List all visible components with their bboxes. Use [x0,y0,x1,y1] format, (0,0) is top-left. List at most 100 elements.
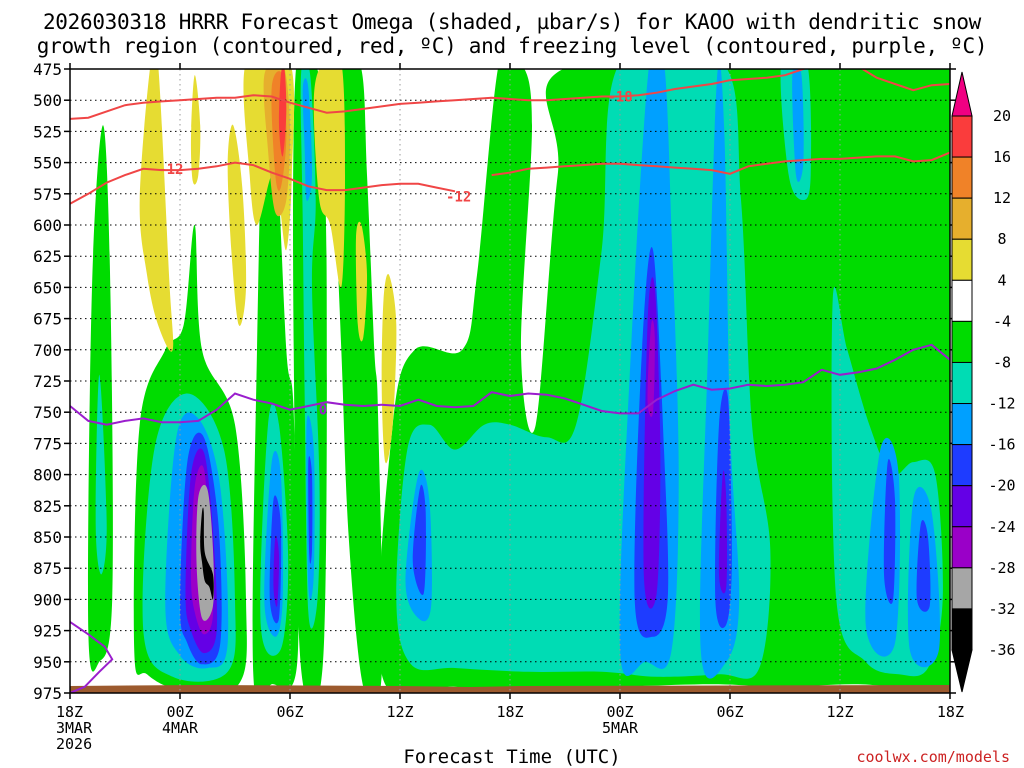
grid-lines [70,69,950,693]
xtick-label-1-0: 00Z [166,703,193,721]
colorbar-bottom-triangle [951,649,973,693]
omega-region-35 [916,520,931,612]
xtick-label-5-1: 5MAR [602,719,639,737]
omega-region-14 [273,535,280,607]
ytick-label-18: 925 [33,622,62,641]
ytick-label-4: 575 [33,185,62,204]
ytick-label-20: 975 [33,684,62,703]
xtick-label-1-1: 4MAR [162,719,199,737]
xtick-label-4-0: 18Z [496,703,523,721]
colorbar-box-10 [951,526,973,569]
omega-region-48 [278,69,287,157]
site-credit: coolwx.com/models [856,748,1010,766]
xtick-label-0-2: 2026 [56,735,92,753]
omega-region-43 [313,69,345,288]
xtick-label-0-1: 3MAR [56,719,93,737]
omega-shading [87,69,950,693]
chart-title: 2026030318 HRRR Forecast Omega (shaded, … [0,10,1024,58]
x-axis-label: Forecast Time (UTC) [403,746,621,768]
omega-region-38 [647,320,655,417]
omega-region-28 [792,69,804,182]
ytick-label-17: 900 [33,590,62,609]
colorbar-box-0 [951,115,973,158]
colorbar-label-6: -8 [993,353,1011,371]
ytick-label-15: 850 [33,528,62,547]
colorbar-box-11 [951,567,973,610]
dgz-label-1: -12 [158,162,183,178]
colorbar-box-9 [951,485,973,528]
ytick-label-12: 775 [33,434,62,453]
contour-lines: -18 -12 -12 0 [70,69,950,693]
colorbar-label-9: -20 [988,477,1015,495]
omega-region-40 [190,75,201,185]
colorbar-box-8 [951,444,973,487]
xtick-label-8-0: 18Z [937,703,964,721]
colorbar-label-4: 4 [997,271,1006,289]
colorbar-label-8: -16 [988,436,1015,454]
ytick-label-5: 600 [33,216,62,235]
dgz-label-2: -12 [446,189,471,205]
xtick-label-7-0: 12Z [826,703,853,721]
freezing-contour-1 [70,621,114,693]
colorbar-box-5 [951,320,973,363]
omega-region-44 [355,221,368,342]
colorbar-label-13: -36 [988,641,1015,659]
ytick-label-19: 950 [33,653,62,672]
colorbar-label-11: -28 [988,559,1015,577]
ytick-label-7: 650 [33,278,62,297]
ytick-label-2: 525 [33,122,62,141]
ytick-label-16: 875 [33,559,62,578]
colorbar-label-7: -12 [988,395,1015,413]
colorbar-label-1: 16 [993,148,1011,166]
ytick-label-14: 825 [33,497,62,516]
colorbar-label-12: -32 [988,600,1015,618]
ytick-label-10: 725 [33,372,62,391]
dgz-contour-2 [491,151,950,177]
omega-region-16 [300,69,320,629]
ytick-label-6: 625 [33,247,62,266]
title-line-2: growth region (contoured, red, ºC) and f… [36,34,988,58]
colorbar-label-5: -4 [993,312,1011,330]
xtick-label-0-0: 18Z [56,703,83,721]
colorbar-box-6 [951,361,973,405]
colorbar-top-triangle [951,71,973,117]
freezing-contour-0 [70,343,950,426]
omega-region-45 [381,274,397,464]
dgz-label-0: -18 [607,89,632,105]
dgz-contour-0 [70,69,950,120]
xtick-label-3-0: 12Z [386,703,413,721]
omega-region-41 [227,124,247,326]
omega-region-34 [883,458,896,604]
omega-region-39 [139,69,174,352]
ytick-label-0: 475 [33,60,62,79]
ytick-label-13: 800 [33,466,62,485]
xtick-label-6-0: 06Z [716,703,743,721]
title-line-1: 2026030318 HRRR Forecast Omega (shaded, … [42,10,982,34]
y-axis: 475 500 525 550 575 600 625 650 675 700 725 750 775 8… [33,60,956,703]
ytick-label-8: 675 [33,310,62,329]
colorbar-label-10: -24 [988,518,1015,536]
colorbar-box-12 [951,608,973,651]
omega-region-37 [718,470,728,594]
colorbar: 20 16 12 8 4 -4 -8 -12 -16 -20 -24 -28 -32 -36 [951,71,1016,693]
omega-region-36 [643,277,661,609]
colorbar-label-2: 12 [993,189,1011,207]
freezing-label-0: 0 [319,403,327,419]
dgz-contour-1 [70,161,456,205]
xtick-label-5-0: 00Z [606,703,633,721]
colorbar-box-2 [951,197,973,240]
ytick-label-9: 700 [33,341,62,360]
omega-region-9 [200,507,214,600]
colorbar-box-7 [951,403,973,446]
ytick-label-11: 750 [33,403,62,422]
colorbar-box-4 [951,279,973,322]
colorbar-label-3: 8 [997,230,1006,248]
colorbar-box-3 [951,238,973,281]
omega-region-31 [412,484,426,596]
ytick-label-1: 500 [33,91,62,110]
colorbar-box-1 [951,156,973,199]
ytick-label-3: 550 [33,154,62,173]
colorbar-label-0: 20 [993,107,1011,125]
